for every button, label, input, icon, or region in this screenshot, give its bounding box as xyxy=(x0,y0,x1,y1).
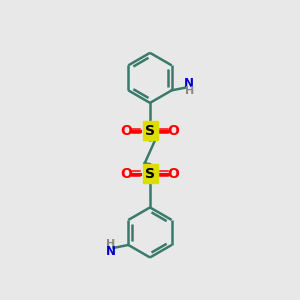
Text: S: S xyxy=(145,124,155,138)
Text: N: N xyxy=(106,245,116,258)
Text: O: O xyxy=(168,167,179,181)
Text: N: N xyxy=(184,77,194,90)
Text: O: O xyxy=(168,124,179,138)
Text: S: S xyxy=(145,167,155,181)
Text: H: H xyxy=(106,239,115,249)
Text: O: O xyxy=(121,124,132,138)
Text: O: O xyxy=(121,167,132,181)
Text: H: H xyxy=(185,86,194,96)
